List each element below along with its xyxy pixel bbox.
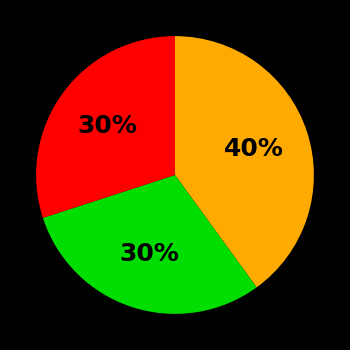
Text: 30%: 30%: [78, 114, 138, 138]
Wedge shape: [36, 36, 175, 218]
Text: 40%: 40%: [224, 137, 284, 161]
Wedge shape: [43, 175, 257, 314]
Text: 30%: 30%: [119, 242, 179, 266]
Wedge shape: [175, 36, 314, 287]
